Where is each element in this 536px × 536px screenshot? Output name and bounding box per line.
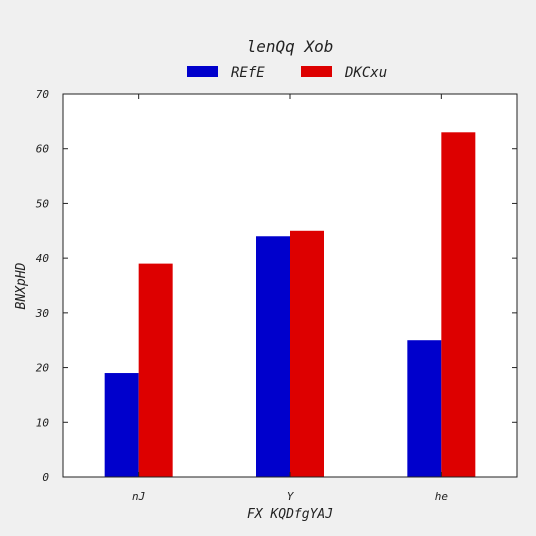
y-tick-label: 60: [36, 143, 50, 156]
chart-title: lenQq Xob: [247, 37, 334, 56]
y-tick-label: 70: [36, 88, 50, 101]
legend: REfE DKCxu: [187, 65, 387, 81]
y-tick-label: 40: [36, 252, 50, 265]
bar-refe-he: [407, 340, 442, 477]
x-axis-label: FX KQDfgYAJ: [247, 507, 333, 522]
x-tick-label: Y: [287, 490, 295, 503]
bar-dkcxu-he: [441, 132, 476, 478]
legend-label-refe: REfE: [231, 65, 265, 81]
y-axis-label: BNXpHD: [14, 262, 29, 309]
y-tick-label: 50: [36, 197, 50, 210]
legend-swatch-dkcxu: [301, 66, 332, 77]
bars-layer: [104, 132, 476, 478]
y-tick-label: 10: [36, 416, 50, 429]
y-tick-label: 0: [42, 471, 49, 484]
y-tick-label: 30: [35, 307, 50, 320]
bar-refe-nj: [104, 373, 139, 477]
legend-swatch-refe: [187, 66, 218, 77]
x-tick-label: nJ: [132, 490, 145, 503]
bar-dkcxu-y: [290, 230, 324, 477]
x-tick-label: he: [435, 490, 449, 503]
bar-dkcxu-nj: [138, 263, 173, 477]
y-tick-label: 20: [36, 362, 50, 375]
bar-refe-y: [256, 236, 290, 477]
legend-label-dkcxu: DKCxu: [344, 65, 387, 81]
